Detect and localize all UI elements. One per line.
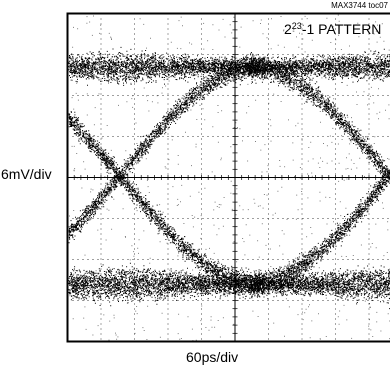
falling-edge-2 (244, 170, 390, 298)
x-axis-label: 60ps/div (186, 349, 239, 365)
pattern-annotation: 223-1 PATTERN (284, 21, 381, 37)
figure-id: MAX3744 toc07 (331, 1, 388, 10)
falling-edge-1 (68, 53, 265, 244)
pattern-base: 2 (284, 21, 292, 37)
rising-edge-1 (68, 111, 265, 299)
pattern-rest: -1 PATTERN (301, 21, 382, 37)
pattern-exponent: 23 (291, 21, 302, 31)
y-axis-label: 6mV/div (1, 166, 52, 182)
upper-rail (68, 46, 390, 86)
eye-traces (68, 14, 390, 342)
